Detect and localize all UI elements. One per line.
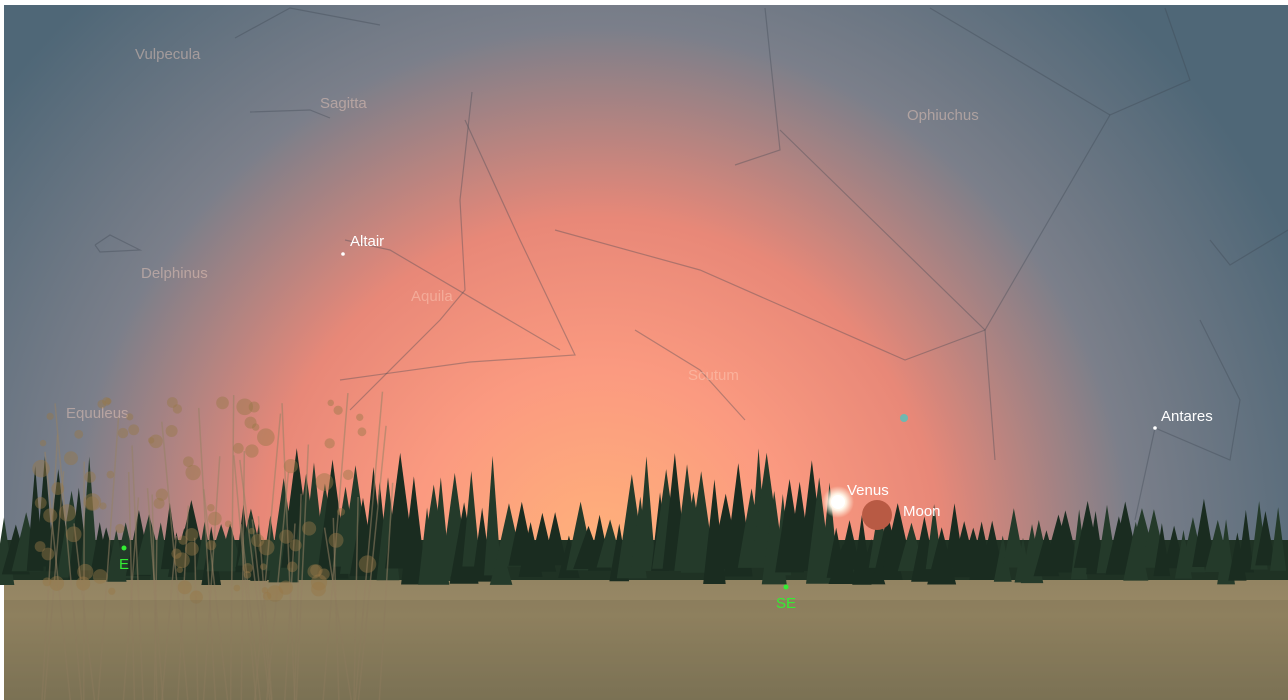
shrub-leaf [115,524,124,533]
shrub-leaf [287,562,298,573]
shrub-leaf [337,508,345,516]
shrub-leaf [32,460,50,478]
star-dot [341,252,345,256]
shrub-leaf [93,569,108,584]
shrub-leaf [107,471,115,479]
shrub-leaf [85,496,99,510]
constellation-label: Aquila [411,288,453,305]
planet-label: Venus [847,482,889,499]
shrub-leaf [166,425,178,437]
compass-label: E [119,556,129,573]
shrub-leaf [108,588,115,595]
shrub-leaf [245,417,257,429]
shrub-leaf [216,397,229,410]
shrub-leaf [316,473,334,491]
shrub-leaf [249,401,260,412]
compass-label: SE [776,595,796,612]
shrub-leaf [185,528,198,541]
shrub-leaf [206,540,216,550]
shrub-leaf [128,424,139,435]
shrub-leaf [118,428,128,438]
shrub-leaf [343,470,353,480]
shrub-leaf [49,576,64,591]
moon [862,500,892,530]
shrub-leaf [77,564,93,580]
shrub-leaf [35,497,47,509]
venus [831,495,845,509]
star-label: Altair [350,233,384,250]
shrub-leaf [47,413,54,420]
shrub-leaf [225,521,232,528]
grass-band [4,600,1288,700]
shrub-leaf [97,400,106,409]
compass-dot [122,546,127,551]
compass-dot [784,585,789,590]
shrub-leaf [311,574,327,590]
shrub-leaf [260,563,267,570]
shrub-leaf [208,512,222,526]
shrub-leaf [244,571,252,579]
shrub-leaf [185,542,199,556]
shrub-leaf [40,440,46,446]
constellation-label: Delphinus [141,265,208,282]
constellation-label: Equuleus [66,405,129,422]
shrub-leaf [251,534,264,547]
shrub-leaf [59,504,76,521]
shrub-leaf [234,585,241,592]
shrub-leaf [358,427,367,436]
shrub-leaf [359,555,376,572]
shrub-leaf [64,451,78,465]
shrub-leaf [84,471,95,482]
shrub-leaf [149,434,163,448]
shrub-leaf [177,567,183,573]
shrub-leaf [207,504,215,512]
shrub-leaf [257,428,275,446]
shrub-leaf [249,528,255,534]
shrub-leaf [171,549,181,559]
shrub-leaf [233,443,244,454]
shrub-leaf [35,541,46,552]
shrub-leaf [329,533,344,548]
shrub-leaf [356,414,363,421]
shrub-leaf [51,482,64,495]
shrub-leaf [99,502,106,509]
shrub-leaf [154,498,165,509]
constellation-label: Ophiuchus [907,107,979,124]
shrub-leaf [302,521,316,535]
moon-label: Moon [903,503,941,520]
shrub-leaf [185,465,200,480]
shrub-leaf [66,526,82,542]
star-label: Antares [1161,408,1213,425]
shrub-leaf [324,438,334,448]
shrub-leaf [43,508,57,522]
shrub-leaf [284,459,298,473]
shrub-leaf [74,430,83,439]
shrub-leaf [262,587,268,593]
object-dot [900,414,908,422]
constellation-label: Sagitta [320,95,367,112]
shrub-leaf [178,580,192,594]
page: Vulpecula Sagitta Ophiuchus Delphinus Aquila… [0,0,1288,700]
star-dot [1153,426,1157,430]
shrub-leaf [327,400,333,406]
shrub-leaf [290,539,302,551]
sky-view: Vulpecula Sagitta Ophiuchus Delphinus Aquila… [0,0,1288,700]
shrub-leaf [173,404,182,413]
constellation-label: Vulpecula [135,46,201,63]
shrub-leaf [334,406,343,415]
constellation-label: Scutum [688,367,739,384]
shrub-leaf [126,413,133,420]
shrub-leaf [245,444,258,457]
